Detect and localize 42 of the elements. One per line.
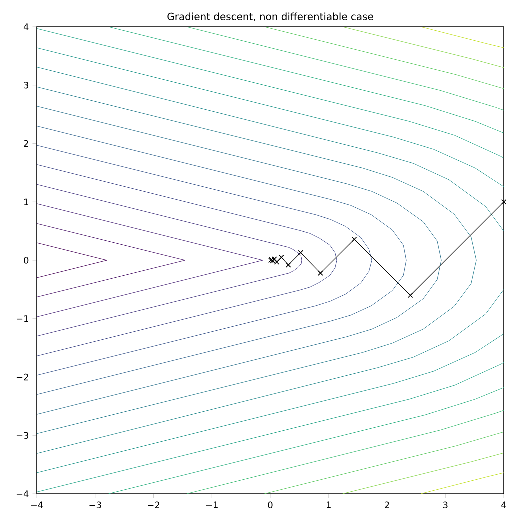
x-tick-label: 2 — [385, 502, 390, 508]
line-series — [37, 126, 407, 396]
line-series — [37, 106, 442, 415]
y-tick-label: −2 — [16, 374, 28, 381]
point — [286, 262, 292, 268]
line-series — [37, 164, 338, 356]
chart-title: Gradient descent, non differentiable case — [168, 12, 374, 22]
point — [278, 254, 284, 260]
line-series — [37, 86, 477, 434]
y-tick-label: −4 — [16, 490, 29, 498]
line-series — [37, 184, 302, 337]
x-tick-label: −3 — [90, 502, 102, 509]
point — [408, 292, 414, 298]
point — [298, 250, 304, 256]
x-tick-label: 0 — [268, 502, 273, 509]
line-series — [37, 28, 504, 159]
line-series — [37, 67, 504, 232]
y-tick-label: 4 — [24, 24, 29, 30]
y-tick-label: 3 — [24, 82, 29, 89]
x-tick-label: 4 — [502, 502, 506, 508]
line-series — [37, 289, 504, 454]
line-series — [186, 26, 504, 111]
y-tick-label: −1 — [16, 316, 28, 322]
x-tick-label: 1 — [327, 502, 331, 508]
y-tick-label: 0 — [24, 257, 29, 264]
line-series — [108, 26, 504, 134]
x-tick-label: −2 — [148, 502, 160, 508]
line-series — [186, 410, 504, 494]
point — [501, 199, 506, 205]
x-tick-label: −4 — [31, 502, 44, 508]
y-tick-label: −3 — [16, 432, 29, 440]
y-tick-label: 2 — [24, 140, 28, 148]
line-series — [37, 334, 504, 474]
line-series — [37, 145, 372, 376]
line-series — [108, 388, 504, 494]
y-tick-label: 1 — [24, 198, 28, 206]
point — [318, 270, 324, 276]
point — [352, 236, 358, 242]
line-series — [37, 48, 504, 188]
x-tick-label: 3 — [443, 502, 448, 509]
line-series — [37, 362, 504, 492]
x-tick-label: −1 — [206, 502, 218, 508]
